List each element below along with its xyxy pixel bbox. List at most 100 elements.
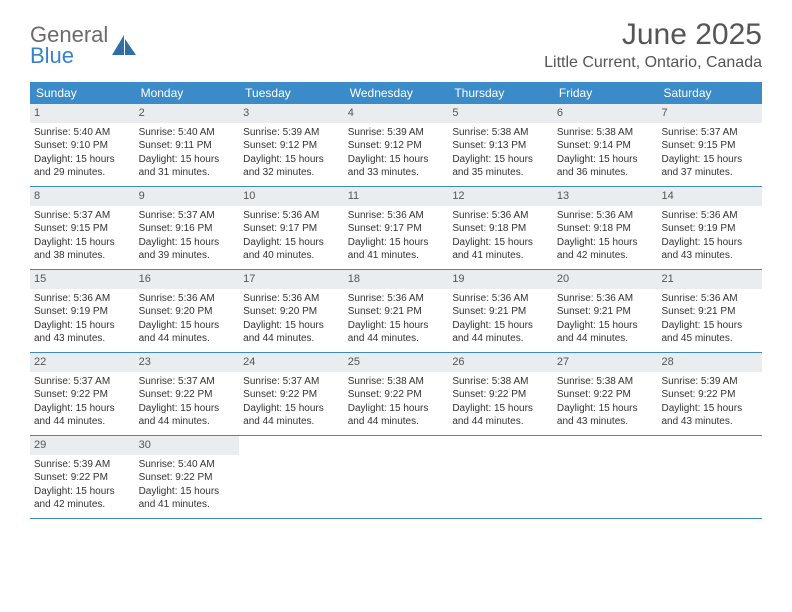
logo: General Blue bbox=[30, 24, 138, 67]
day-cell: 22Sunrise: 5:37 AMSunset: 9:22 PMDayligh… bbox=[30, 353, 135, 435]
day-cell bbox=[239, 436, 344, 518]
day-body: Sunrise: 5:39 AMSunset: 9:12 PMDaylight:… bbox=[239, 123, 344, 184]
sunset-line: Sunset: 9:11 PM bbox=[139, 139, 236, 153]
daylight-line: Daylight: 15 hours and 36 minutes. bbox=[557, 153, 654, 180]
sunrise-line: Sunrise: 5:36 AM bbox=[348, 292, 445, 306]
day-body: Sunrise: 5:40 AMSunset: 9:22 PMDaylight:… bbox=[135, 455, 240, 516]
weekday-cell: Saturday bbox=[657, 82, 762, 104]
daylight-line: Daylight: 15 hours and 44 minutes. bbox=[348, 319, 445, 346]
daylight-line: Daylight: 15 hours and 37 minutes. bbox=[661, 153, 758, 180]
day-cell: 18Sunrise: 5:36 AMSunset: 9:21 PMDayligh… bbox=[344, 270, 449, 352]
day-number: 10 bbox=[239, 187, 344, 206]
sunset-line: Sunset: 9:21 PM bbox=[452, 305, 549, 319]
sunrise-line: Sunrise: 5:36 AM bbox=[34, 292, 131, 306]
sail-icon bbox=[110, 33, 138, 59]
weekday-cell: Monday bbox=[135, 82, 240, 104]
day-number: 21 bbox=[657, 270, 762, 289]
sunrise-line: Sunrise: 5:36 AM bbox=[661, 292, 758, 306]
day-cell: 26Sunrise: 5:38 AMSunset: 9:22 PMDayligh… bbox=[448, 353, 553, 435]
weekday-cell: Thursday bbox=[448, 82, 553, 104]
day-cell: 7Sunrise: 5:37 AMSunset: 9:15 PMDaylight… bbox=[657, 104, 762, 186]
sunrise-line: Sunrise: 5:37 AM bbox=[139, 209, 236, 223]
weekday-cell: Wednesday bbox=[344, 82, 449, 104]
sunset-line: Sunset: 9:13 PM bbox=[452, 139, 549, 153]
sunset-line: Sunset: 9:22 PM bbox=[34, 388, 131, 402]
sunset-line: Sunset: 9:10 PM bbox=[34, 139, 131, 153]
sunset-line: Sunset: 9:15 PM bbox=[34, 222, 131, 236]
day-cell: 16Sunrise: 5:36 AMSunset: 9:20 PMDayligh… bbox=[135, 270, 240, 352]
sunrise-line: Sunrise: 5:37 AM bbox=[243, 375, 340, 389]
day-number: 27 bbox=[553, 353, 658, 372]
daylight-line: Daylight: 15 hours and 40 minutes. bbox=[243, 236, 340, 263]
day-number: 16 bbox=[135, 270, 240, 289]
sunrise-line: Sunrise: 5:37 AM bbox=[139, 375, 236, 389]
day-number: 5 bbox=[448, 104, 553, 123]
day-number: 1 bbox=[30, 104, 135, 123]
day-number: 14 bbox=[657, 187, 762, 206]
sunrise-line: Sunrise: 5:38 AM bbox=[557, 375, 654, 389]
day-cell bbox=[553, 436, 658, 518]
daylight-line: Daylight: 15 hours and 43 minutes. bbox=[661, 236, 758, 263]
sunrise-line: Sunrise: 5:36 AM bbox=[557, 209, 654, 223]
day-body: Sunrise: 5:36 AMSunset: 9:20 PMDaylight:… bbox=[135, 289, 240, 350]
daylight-line: Daylight: 15 hours and 44 minutes. bbox=[139, 319, 236, 346]
sunrise-line: Sunrise: 5:36 AM bbox=[661, 209, 758, 223]
day-body: Sunrise: 5:40 AMSunset: 9:10 PMDaylight:… bbox=[30, 123, 135, 184]
sunset-line: Sunset: 9:22 PM bbox=[139, 471, 236, 485]
day-cell: 20Sunrise: 5:36 AMSunset: 9:21 PMDayligh… bbox=[553, 270, 658, 352]
day-cell: 5Sunrise: 5:38 AMSunset: 9:13 PMDaylight… bbox=[448, 104, 553, 186]
sunset-line: Sunset: 9:22 PM bbox=[557, 388, 654, 402]
day-number: 9 bbox=[135, 187, 240, 206]
weekday-header-row: SundayMondayTuesdayWednesdayThursdayFrid… bbox=[30, 82, 762, 104]
day-cell: 19Sunrise: 5:36 AMSunset: 9:21 PMDayligh… bbox=[448, 270, 553, 352]
daylight-line: Daylight: 15 hours and 44 minutes. bbox=[348, 402, 445, 429]
sunset-line: Sunset: 9:14 PM bbox=[557, 139, 654, 153]
day-cell: 23Sunrise: 5:37 AMSunset: 9:22 PMDayligh… bbox=[135, 353, 240, 435]
day-body: Sunrise: 5:36 AMSunset: 9:19 PMDaylight:… bbox=[30, 289, 135, 350]
sunrise-line: Sunrise: 5:36 AM bbox=[139, 292, 236, 306]
daylight-line: Daylight: 15 hours and 44 minutes. bbox=[243, 319, 340, 346]
day-body: Sunrise: 5:37 AMSunset: 9:22 PMDaylight:… bbox=[30, 372, 135, 433]
day-cell: 14 Sunrise: 5:36 AMSunset: 9:19 PMDayligh… bbox=[657, 187, 762, 269]
day-cell: 6Sunrise: 5:38 AMSunset: 9:14 PMDaylight… bbox=[553, 104, 658, 186]
sunset-line: Sunset: 9:22 PM bbox=[348, 388, 445, 402]
day-number: 3 bbox=[239, 104, 344, 123]
logo-text-block: General Blue bbox=[30, 24, 108, 67]
sunrise-line: Sunrise: 5:37 AM bbox=[661, 126, 758, 140]
daylight-line: Daylight: 15 hours and 43 minutes. bbox=[557, 402, 654, 429]
daylight-line: Daylight: 15 hours and 41 minutes. bbox=[139, 485, 236, 512]
day-body: Sunrise: 5:37 AMSunset: 9:22 PMDaylight:… bbox=[239, 372, 344, 433]
day-cell: 2Sunrise: 5:40 AMSunset: 9:11 PMDaylight… bbox=[135, 104, 240, 186]
day-body: Sunrise: 5:39 AMSunset: 9:22 PMDaylight:… bbox=[657, 372, 762, 433]
day-body: Sunrise: 5:36 AMSunset: 9:21 PMDaylight:… bbox=[657, 289, 762, 350]
calendar: SundayMondayTuesdayWednesdayThursdayFrid… bbox=[30, 82, 762, 519]
sunset-line: Sunset: 9:19 PM bbox=[34, 305, 131, 319]
sunset-line: Sunset: 9:19 PM bbox=[661, 222, 758, 236]
daylight-line: Daylight: 15 hours and 41 minutes. bbox=[452, 236, 549, 263]
weekday-cell: Sunday bbox=[30, 82, 135, 104]
day-body: Sunrise: 5:37 AMSunset: 9:15 PMDaylight:… bbox=[657, 123, 762, 184]
sunrise-line: Sunrise: 5:38 AM bbox=[452, 375, 549, 389]
sunset-line: Sunset: 9:21 PM bbox=[661, 305, 758, 319]
day-cell: 29Sunrise: 5:39 AMSunset: 9:22 PMDayligh… bbox=[30, 436, 135, 518]
day-number: 28 bbox=[657, 353, 762, 372]
day-cell: 3Sunrise: 5:39 AMSunset: 9:12 PMDaylight… bbox=[239, 104, 344, 186]
sunset-line: Sunset: 9:22 PM bbox=[34, 471, 131, 485]
sunrise-line: Sunrise: 5:39 AM bbox=[661, 375, 758, 389]
day-cell bbox=[344, 436, 449, 518]
day-number: 7 bbox=[657, 104, 762, 123]
day-body: Sunrise: 5:36 AMSunset: 9:20 PMDaylight:… bbox=[239, 289, 344, 350]
sunset-line: Sunset: 9:17 PM bbox=[243, 222, 340, 236]
day-cell bbox=[657, 436, 762, 518]
sunset-line: Sunset: 9:17 PM bbox=[348, 222, 445, 236]
sunrise-line: Sunrise: 5:37 AM bbox=[34, 209, 131, 223]
day-number: 13 bbox=[553, 187, 658, 206]
day-body: Sunrise: 5:36 AMSunset: 9:17 PMDaylight:… bbox=[239, 206, 344, 267]
logo-text-blue: Blue bbox=[30, 45, 108, 67]
sunset-line: Sunset: 9:22 PM bbox=[139, 388, 236, 402]
sunrise-line: Sunrise: 5:36 AM bbox=[557, 292, 654, 306]
week-row: 29Sunrise: 5:39 AMSunset: 9:22 PMDayligh… bbox=[30, 436, 762, 519]
daylight-line: Daylight: 15 hours and 43 minutes. bbox=[34, 319, 131, 346]
day-cell: 28Sunrise: 5:39 AMSunset: 9:22 PMDayligh… bbox=[657, 353, 762, 435]
daylight-line: Daylight: 15 hours and 45 minutes. bbox=[661, 319, 758, 346]
